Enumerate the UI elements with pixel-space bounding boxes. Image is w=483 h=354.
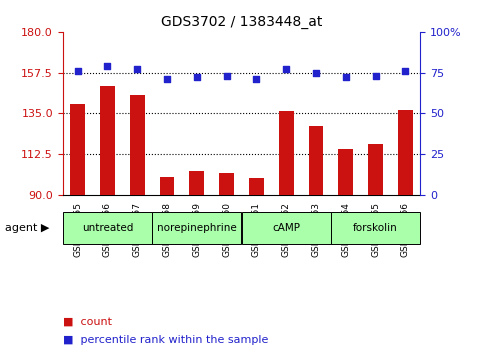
Point xyxy=(163,76,171,82)
Bar xyxy=(249,178,264,195)
Point xyxy=(104,63,112,69)
Text: ■  percentile rank within the sample: ■ percentile rank within the sample xyxy=(63,335,268,345)
Point xyxy=(193,75,201,80)
Bar xyxy=(309,126,324,195)
Text: untreated: untreated xyxy=(82,223,133,233)
Bar xyxy=(159,177,174,195)
Point xyxy=(133,67,141,72)
Bar xyxy=(242,212,331,244)
Text: ■  count: ■ count xyxy=(63,317,112,327)
Point xyxy=(253,76,260,82)
Bar xyxy=(368,144,383,195)
Point xyxy=(342,75,350,80)
Bar xyxy=(100,86,115,195)
Point xyxy=(282,67,290,72)
Bar xyxy=(152,212,242,244)
Bar xyxy=(130,95,145,195)
Point xyxy=(401,68,409,74)
Point xyxy=(312,70,320,75)
Point xyxy=(223,73,230,79)
Bar xyxy=(70,104,85,195)
Point xyxy=(74,68,82,74)
Bar xyxy=(338,149,353,195)
Text: agent ▶: agent ▶ xyxy=(5,223,49,233)
Point xyxy=(372,73,380,79)
Bar xyxy=(189,171,204,195)
Bar xyxy=(279,112,294,195)
Bar xyxy=(63,212,152,244)
Text: forskolin: forskolin xyxy=(353,223,398,233)
Bar xyxy=(398,110,413,195)
Title: GDS3702 / 1383448_at: GDS3702 / 1383448_at xyxy=(161,16,322,29)
Bar xyxy=(219,173,234,195)
Text: norepinephrine: norepinephrine xyxy=(157,223,237,233)
Bar xyxy=(331,212,420,244)
Text: cAMP: cAMP xyxy=(272,223,300,233)
